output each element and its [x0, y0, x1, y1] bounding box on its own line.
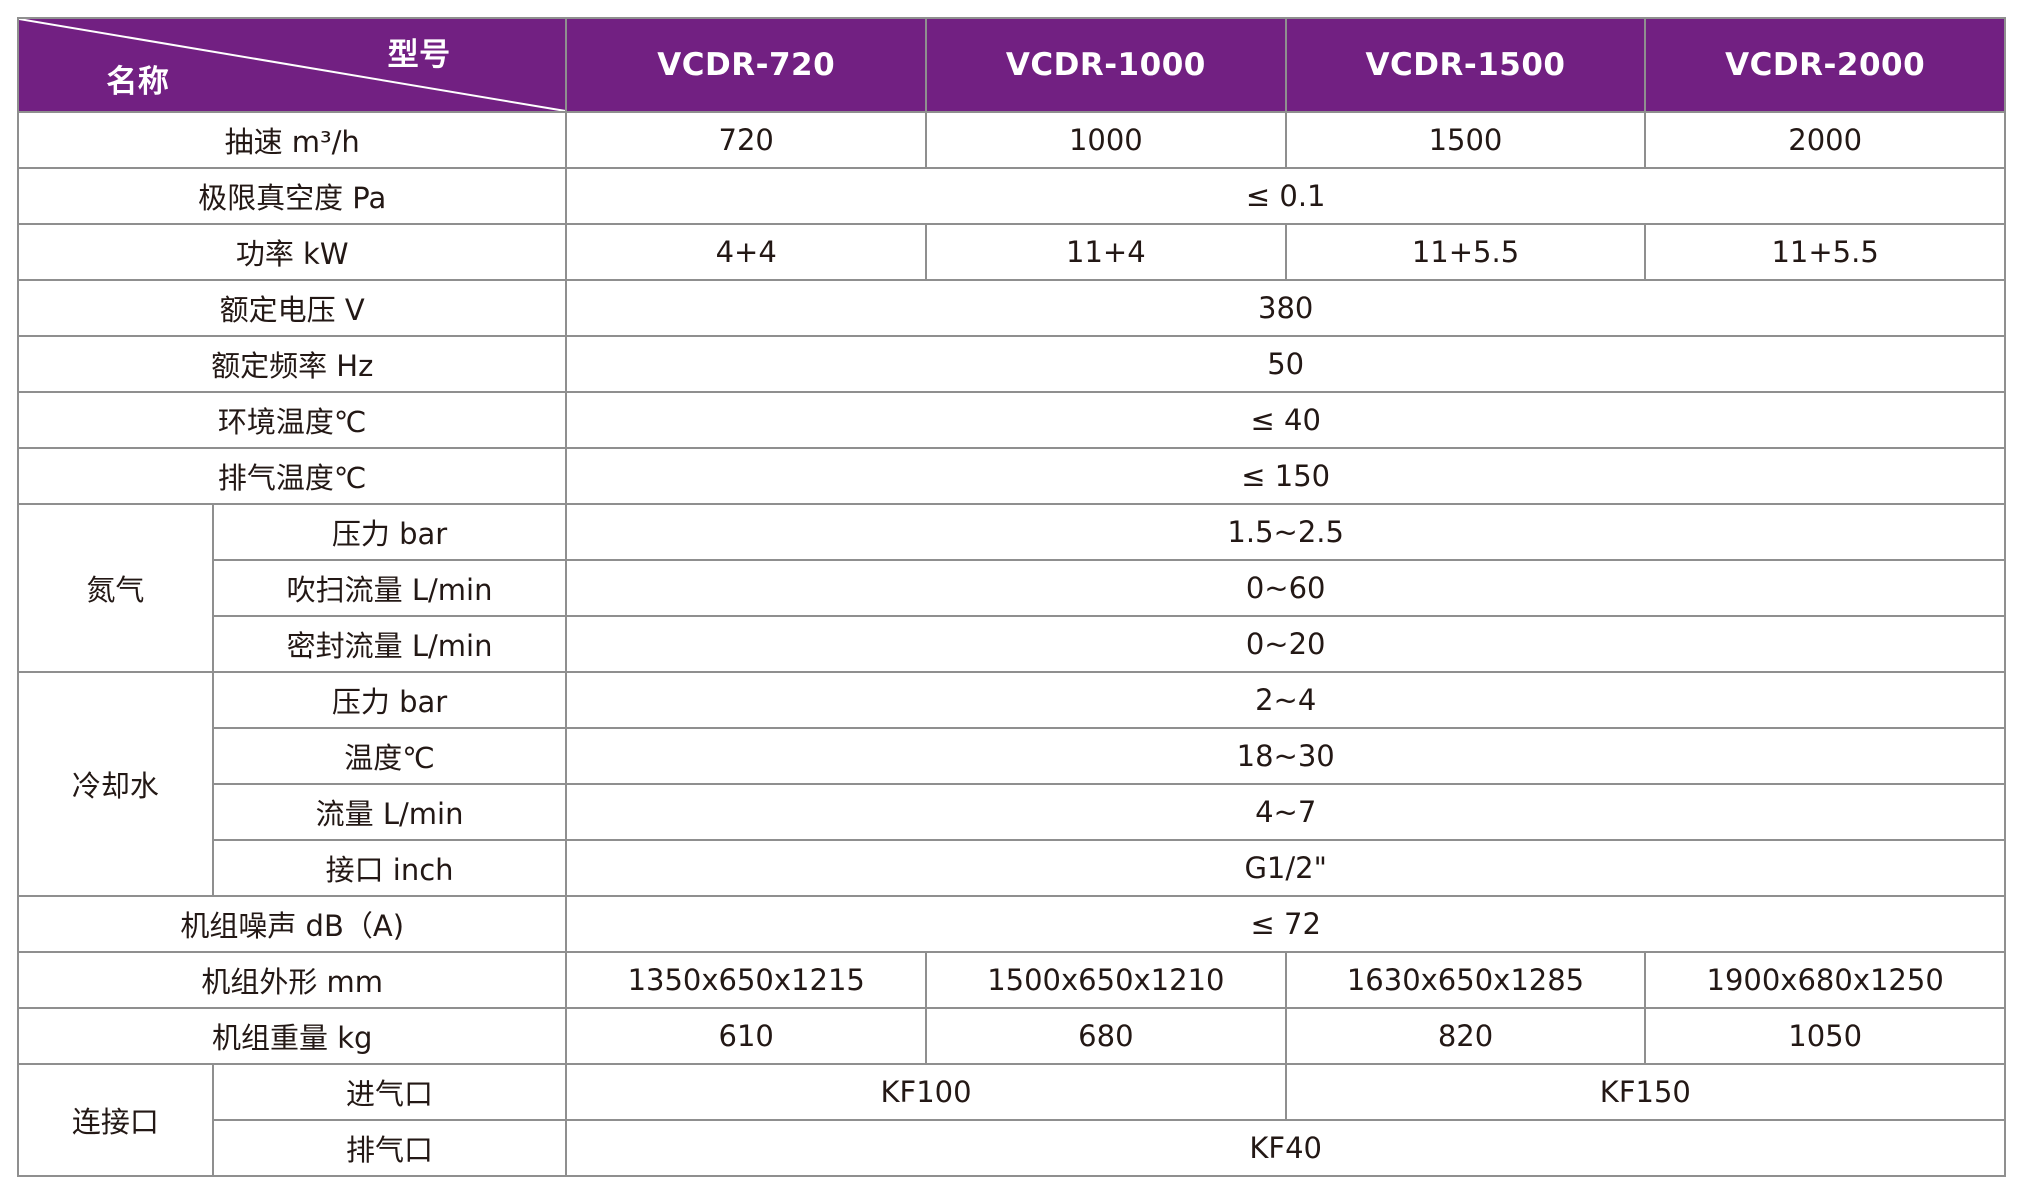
row-label: 极限真空度 Pa — [16, 167, 568, 225]
row-outlet-port: 排气口 KF40 — [18, 1119, 2006, 1177]
row-label: 功率 kW — [16, 223, 568, 281]
row-cooling-temp: 温度℃ 18~30 — [18, 727, 2006, 785]
row-label: 额定频率 Hz — [16, 335, 568, 393]
row-pumping-speed: 抽速 m³/h 720 1000 1500 2000 — [16, 111, 2006, 169]
spec-table: 型号 名称 VCDR-720 VCDR-1000 VCDR-1500 VCDR-… — [16, 17, 2007, 1177]
corner-header-cell: 型号 名称 — [16, 17, 568, 113]
cell-value: 820 — [1284, 1007, 1647, 1065]
cell-value: 1500 — [1284, 111, 1647, 169]
sub-label: 温度℃ — [211, 727, 568, 785]
row-inlet-port: 连接口 进气口 KF100 KF150 — [17, 1063, 2007, 1177]
cell-value: 1630x650x1285 — [1284, 951, 1647, 1009]
cell-value: 1350x650x1215 — [565, 951, 928, 1009]
cell-value: 11+5.5 — [1284, 223, 1647, 281]
cell-value-span: ≤ 0.1 — [565, 167, 2006, 225]
row-label: 额定电压 V — [16, 279, 568, 337]
cell-value: 11+5.5 — [1644, 223, 2006, 281]
row-label: 排气温度℃ — [16, 447, 568, 505]
cell-value: 1500x650x1210 — [925, 951, 1287, 1009]
cell-value: 2000 — [1644, 111, 2006, 169]
row-nitrogen-purge-flow: 吹扫流量 L/min 0~60 — [18, 559, 2006, 617]
column-header-vcdr-2000: VCDR-2000 — [1644, 17, 2006, 113]
header-row: 型号 名称 VCDR-720 VCDR-1000 VCDR-1500 VCDR-… — [16, 17, 2006, 113]
row-label: 机组噪声 dB（A) — [16, 895, 568, 953]
row-exhaust-temp: 排气温度℃ ≤ 150 — [16, 447, 2006, 505]
sub-label: 进气口 — [211, 1063, 568, 1121]
sub-label: 压力 bar — [211, 671, 568, 729]
row-ultimate-vacuum: 极限真空度 Pa ≤ 0.1 — [16, 167, 2006, 225]
row-power: 功率 kW 4+4 11+4 11+5.5 11+5.5 — [16, 223, 2006, 281]
row-cooling-pressure: 冷却水 压力 bar 2~4 — [17, 671, 2006, 897]
cell-value: 4+4 — [565, 223, 928, 281]
row-label: 抽速 m³/h — [16, 111, 568, 169]
row-noise: 机组噪声 dB（A) ≤ 72 — [16, 895, 2006, 953]
cell-value: 680 — [925, 1007, 1287, 1065]
cell-value-span: 0~60 — [565, 559, 2006, 617]
sub-label: 压力 bar — [211, 503, 568, 561]
sub-label: 接口 inch — [211, 839, 568, 897]
diagonal-divider-line — [19, 19, 565, 111]
row-cooling-flow: 流量 L/min 4~7 — [18, 783, 2006, 841]
sub-label: 排气口 — [211, 1119, 568, 1177]
sub-label: 流量 L/min — [211, 783, 568, 841]
cell-value-span: ≤ 150 — [565, 447, 2006, 505]
row-weight: 机组重量 kg 610 680 820 1050 — [16, 1007, 2006, 1065]
group-label-connections: 连接口 — [17, 1063, 214, 1177]
row-label: 环境温度℃ — [16, 391, 568, 449]
cell-value: 1900x680x1250 — [1644, 951, 2006, 1009]
row-nitrogen-seal-flow: 密封流量 L/min 0~20 — [18, 615, 2006, 673]
cell-value-span: 2~4 — [565, 671, 2006, 729]
column-header-vcdr-1000: VCDR-1000 — [925, 17, 1287, 113]
cell-value-span: KF100 — [565, 1063, 1287, 1121]
row-dimensions: 机组外形 mm 1350x650x1215 1500x650x1210 1630… — [16, 951, 2006, 1009]
column-header-vcdr-720: VCDR-720 — [565, 17, 928, 113]
group-label-cooling-water: 冷却水 — [17, 671, 214, 897]
cell-value-span: ≤ 72 — [565, 895, 2006, 953]
cell-value-span: G1/2" — [565, 839, 2006, 897]
cell-value: 1000 — [925, 111, 1287, 169]
cell-value: 11+4 — [925, 223, 1287, 281]
row-label: 机组外形 mm — [16, 951, 568, 1009]
cell-value-span: KF150 — [1284, 1063, 2007, 1121]
cell-value-span: 50 — [565, 335, 2006, 393]
group-label-nitrogen: 氮气 — [17, 503, 214, 673]
corner-name-label: 名称 — [106, 63, 170, 100]
cell-value-span: KF40 — [565, 1119, 2006, 1177]
cell-value: 1050 — [1644, 1007, 2006, 1065]
corner-model-label: 型号 — [387, 37, 451, 74]
row-cooling-port: 接口 inch G1/2" — [18, 839, 2006, 897]
sub-label: 吹扫流量 L/min — [211, 559, 568, 617]
cell-value: 720 — [565, 111, 928, 169]
row-rated-frequency: 额定频率 Hz 50 — [16, 335, 2006, 393]
cell-value-span: 0~20 — [565, 615, 2006, 673]
cell-value: 610 — [565, 1007, 928, 1065]
row-nitrogen-pressure: 氮气 压力 bar 1.5~2.5 — [17, 503, 2006, 673]
sub-label: 密封流量 L/min — [211, 615, 568, 673]
cell-value-span: 1.5~2.5 — [565, 503, 2006, 561]
cell-value-span: 380 — [565, 279, 2006, 337]
row-rated-voltage: 额定电压 V 380 — [16, 279, 2006, 337]
column-header-vcdr-1500: VCDR-1500 — [1284, 17, 1647, 113]
row-label: 机组重量 kg — [16, 1007, 568, 1065]
cell-value-span: 4~7 — [565, 783, 2006, 841]
cell-value-span: 18~30 — [565, 727, 2006, 785]
spec-table-container: 型号 名称 VCDR-720 VCDR-1000 VCDR-1500 VCDR-… — [16, 17, 2007, 1177]
row-ambient-temp: 环境温度℃ ≤ 40 — [16, 391, 2006, 449]
cell-value-span: ≤ 40 — [565, 391, 2006, 449]
